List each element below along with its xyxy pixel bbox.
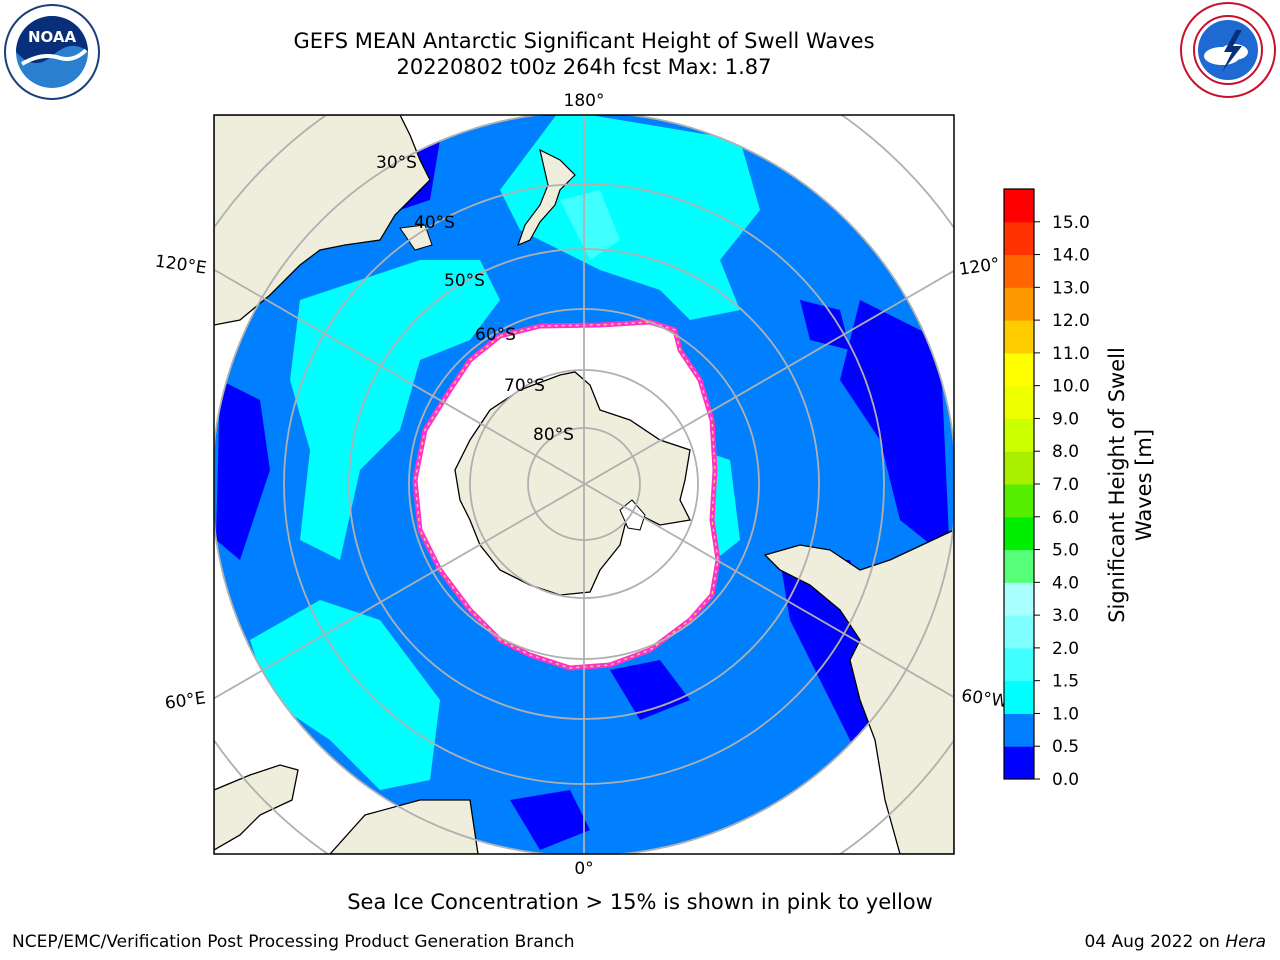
colorbar-tick-label: 14.0: [1052, 246, 1090, 266]
colorbar-segment: [1004, 418, 1034, 452]
colorbar-tick-label: 10.0: [1052, 377, 1090, 397]
antarctica-land: [454, 371, 691, 596]
nws-logo: [1180, 2, 1276, 98]
chart-subtitle: 20220802 t00z 264h fcst Max: 1.87: [396, 55, 772, 79]
footer-date: 04 Aug 2022 on Hera: [1084, 932, 1266, 952]
lat-label-80s: 80°S: [533, 425, 574, 445]
colorbar-tick-label: 7.0: [1052, 475, 1079, 495]
colorbar-segment: [1004, 221, 1034, 256]
colorbar-tick-label: 0.5: [1052, 737, 1079, 757]
colorbar-segment: [1004, 254, 1034, 288]
colorbar-tick-label: 1.5: [1052, 672, 1079, 692]
colorbar-segment: [1004, 451, 1034, 485]
lon-label-0: 0°: [574, 859, 593, 879]
colorbar: [1004, 189, 1034, 780]
colorbar-tick-label: 11.0: [1052, 344, 1090, 364]
lat-label-50s: 50°S: [444, 271, 485, 291]
colorbar-label-line1: Significant Height of Swell: [1105, 347, 1129, 623]
colorbar-segment: [1004, 287, 1034, 321]
footer-credit: NCEP/EMC/Verification Post Processing Pr…: [12, 932, 575, 952]
colorbar-segment: [1004, 647, 1034, 682]
africa-land: [214, 764, 299, 851]
colorbar-segment: [1004, 713, 1034, 747]
lon-label-60e: 60°E: [164, 688, 207, 713]
colorbar-tick-label: 1.0: [1052, 704, 1079, 724]
colorbar-segment: [1004, 189, 1034, 223]
colorbar-tick-label: 15.0: [1052, 213, 1090, 233]
colorbar-segment: [1004, 484, 1034, 518]
colorbar-segment: [1004, 680, 1034, 714]
graticule: [214, 115, 954, 854]
sea-ice-note: Sea Ice Concentration > 15% is shown in …: [347, 890, 933, 914]
lon-label-120w: 120°: [958, 254, 1001, 280]
lat-label-40s: 40°S: [414, 213, 455, 233]
colorbar-tick-label: 13.0: [1052, 278, 1090, 298]
colorbar-tick-label: 3.0: [1052, 606, 1079, 626]
colorbar-label-line2: Waves [m]: [1132, 429, 1156, 541]
colorbar-segment: [1004, 352, 1034, 387]
colorbar-tick-label: 4.0: [1052, 573, 1079, 593]
colorbar-tick-label: 5.0: [1052, 541, 1079, 561]
lon-label-120e: 120°E: [154, 252, 208, 279]
noaa-logo: NOAA: [4, 4, 100, 100]
noaa-logo-text: NOAA: [28, 28, 77, 46]
colorbar-segment: [1004, 615, 1034, 649]
map-frame: [213, 114, 955, 855]
new-zealand-land: [516, 148, 576, 247]
lat-label-30s: 30°S: [376, 153, 417, 173]
lon-label-180: 180°: [564, 91, 605, 111]
colorbar-tick-label: 9.0: [1052, 409, 1079, 429]
lat-label-70s: 70°S: [504, 376, 545, 396]
colorbar-tick-label: 0.0: [1052, 770, 1079, 790]
colorbar-tick-label: 8.0: [1052, 442, 1079, 462]
footer-machine: Hera: [1225, 932, 1266, 952]
colorbar-segment: [1004, 549, 1034, 583]
south-america-land: [763, 529, 954, 854]
colorbar-tick-label: 12.0: [1052, 311, 1090, 331]
colorbar-segment: [1004, 516, 1034, 551]
swell-patches: [216, 115, 950, 850]
colorbar-segment: [1004, 746, 1034, 780]
chart-title: GEFS MEAN Antarctic Significant Height o…: [293, 29, 875, 53]
colorbar-segment: [1004, 385, 1034, 419]
lon-label-60w: 60°W: [960, 686, 1009, 712]
colorbar-tick-label: 6.0: [1052, 508, 1079, 528]
footer-date-text: 04 Aug 2022 on: [1084, 932, 1226, 952]
lat-label-60s: 60°S: [475, 325, 516, 345]
colorbar-segment: [1004, 582, 1034, 616]
colorbar-tick-label: 2.0: [1052, 639, 1079, 659]
colorbar-segment: [1004, 320, 1034, 354]
